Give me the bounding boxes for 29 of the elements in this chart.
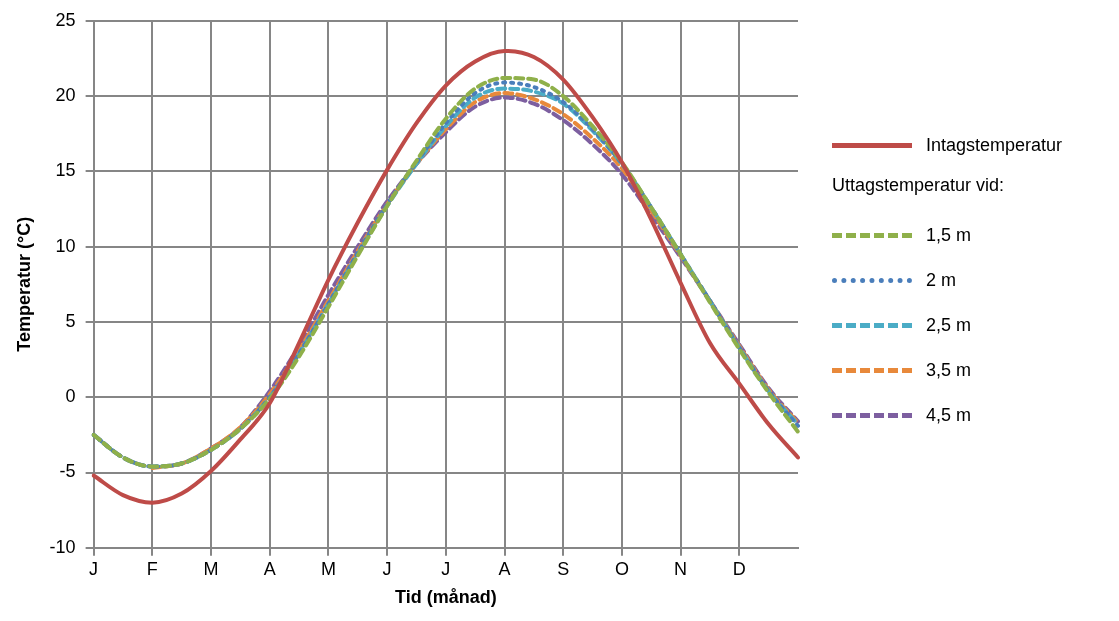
legend-label: 2 m [926,269,957,291]
legend-title: Uttagstemperatur vid: [832,175,1006,197]
x-tick-label: A [498,558,511,579]
x-tick-label: A [263,558,276,579]
x-tick-label: N [674,558,688,579]
legend-label: Intagstemperatur [926,134,1063,156]
y-axis-title: Temperatur (°C) [13,216,34,352]
x-tick-label: D [732,558,746,579]
x-tick-label: S [557,558,570,579]
x-tick-label: J [89,558,99,579]
y-tick-label: 10 [55,235,76,256]
x-axis-title: Tid (månad) [394,587,497,608]
x-tick-label: O [614,558,629,579]
y-tick-label: -5 [59,461,76,482]
legend-label: 2,5 m [926,314,972,336]
legend-label: 3,5 m [926,359,972,381]
y-tick-label: -10 [49,536,76,557]
legend-label: 1,5 m [926,224,972,246]
y-tick-label: 25 [55,9,76,30]
x-tick-label: M [203,558,219,579]
y-tick-label: 0 [65,386,76,407]
y-tick-label: 20 [55,85,76,106]
y-tick-label: 15 [55,160,76,181]
x-tick-label: J [441,558,451,579]
x-tick-label: M [320,558,336,579]
x-tick-label: F [146,558,158,579]
legend-label: 4,5 m [926,404,972,426]
x-tick-label: J [382,558,392,579]
y-tick-label: 5 [65,310,76,331]
